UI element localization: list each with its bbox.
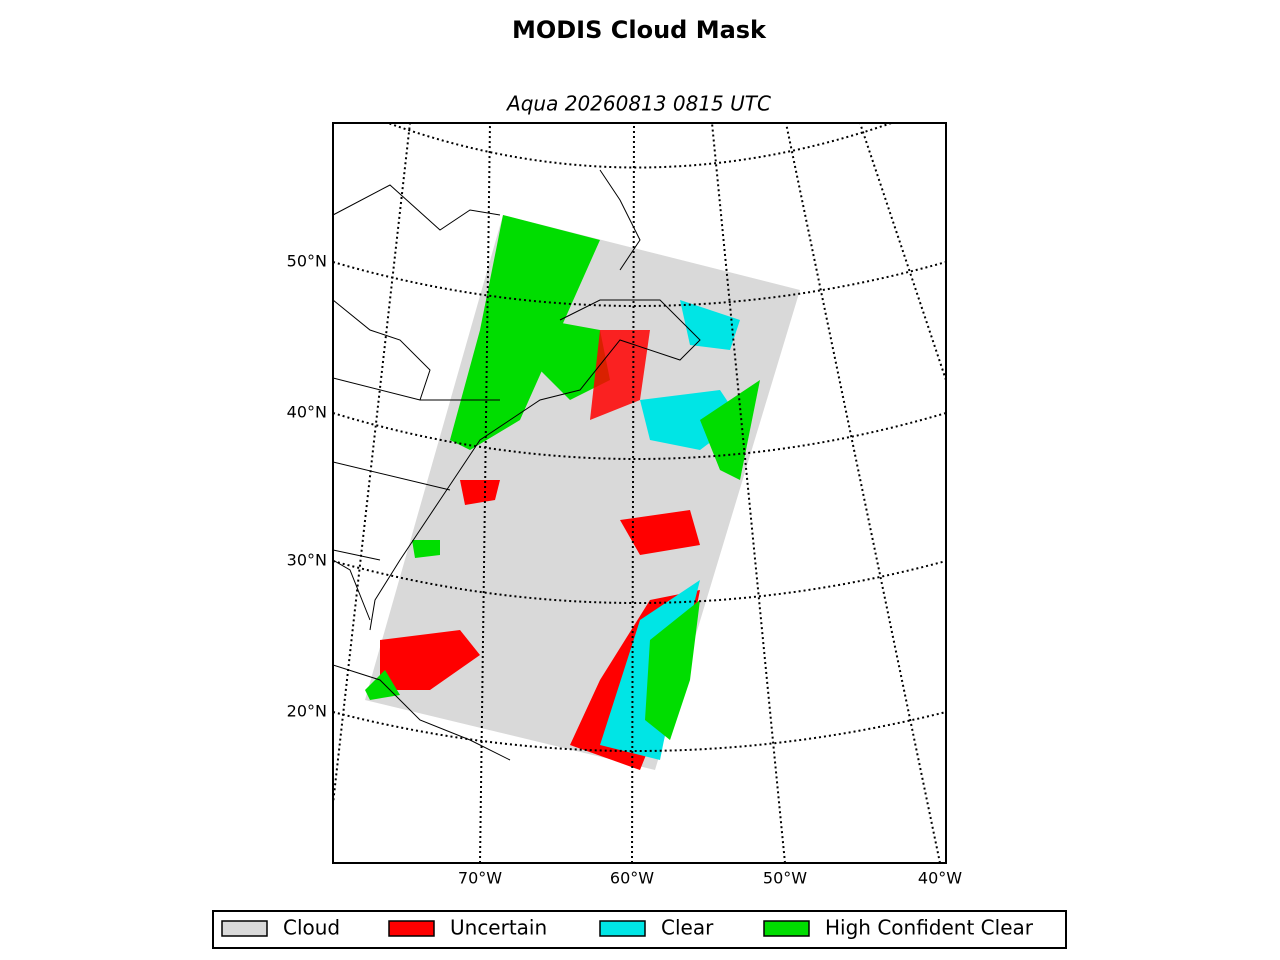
- legend-label: High Confident Clear: [825, 916, 1034, 940]
- parallel: [333, 560, 946, 604]
- meridian: [859, 123, 946, 381]
- legend: Cloud Uncertain Clear High Confident Clear: [221, 916, 1034, 940]
- meridian: [631, 123, 635, 863]
- meridian: [785, 123, 941, 863]
- lat-label: 40°N: [287, 403, 327, 422]
- meridian: [479, 123, 491, 863]
- lon-label: 70°W: [458, 869, 502, 888]
- lat-label: 20°N: [287, 702, 327, 721]
- lon-label: 40°W: [918, 869, 962, 888]
- legend-swatch: [763, 920, 810, 937]
- lon-label: 60°W: [610, 869, 654, 888]
- coastline: [333, 169, 701, 761]
- map-frame: [332, 122, 947, 864]
- lat-labels: 50°N 40°N 30°N 20°N: [287, 252, 327, 721]
- lon-label: 50°W: [763, 869, 807, 888]
- lon-labels: 70°W 60°W 50°W 40°W: [458, 869, 962, 888]
- subtitle: Aqua 20260813 0815 UTC: [505, 92, 771, 116]
- legend-swatch: [221, 920, 268, 937]
- parallel: [333, 261, 946, 307]
- lat-label: 50°N: [287, 252, 327, 271]
- legend-swatch: [599, 920, 646, 937]
- title: MODIS Cloud Mask: [512, 16, 767, 44]
- parallel: [333, 412, 946, 460]
- parallel: [385, 123, 895, 169]
- meridian: [333, 123, 411, 813]
- legend-label: Cloud: [283, 916, 340, 940]
- map-area: [333, 123, 946, 863]
- legend-label: Uncertain: [450, 916, 547, 940]
- swath-features: [365, 215, 760, 770]
- legend-swatch: [388, 920, 435, 937]
- lat-label: 30°N: [287, 551, 327, 570]
- meridian: [711, 123, 786, 863]
- legend-label: Clear: [661, 916, 714, 940]
